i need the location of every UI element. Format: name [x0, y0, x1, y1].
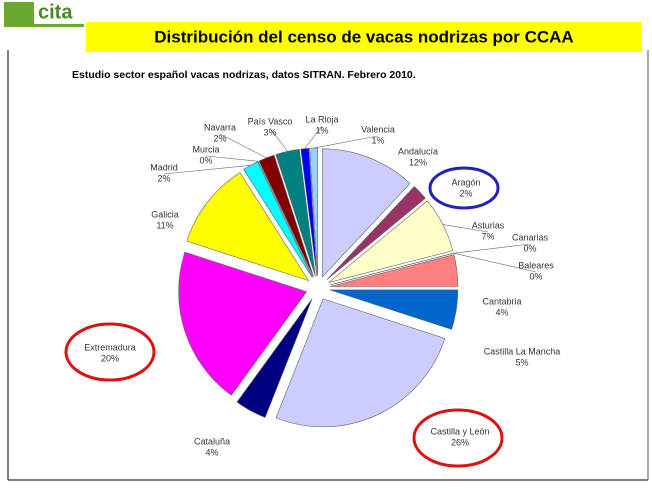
- slice-label: País Vasco: [248, 116, 293, 126]
- highlight-circle: [412, 408, 504, 468]
- logo-bar: [4, 24, 84, 27]
- pie-slice: [322, 148, 411, 278]
- value-label: 0%: [529, 271, 542, 281]
- pie-slice: [236, 298, 313, 418]
- slice-label: Murcia: [192, 144, 219, 154]
- slice-label: Cataluña: [194, 436, 230, 446]
- subtitle: Estudio sector español vacas nodrizas, d…: [72, 69, 416, 81]
- value-label: 26%: [451, 437, 469, 447]
- leader-line: [453, 252, 537, 273]
- slice-label: Asturias: [472, 220, 505, 230]
- slice-label: La Rioja: [305, 114, 338, 124]
- leader-line: [304, 125, 323, 149]
- slice-label: Navarra: [204, 122, 236, 132]
- value-label: 3%: [263, 127, 276, 137]
- pie: [178, 147, 459, 428]
- slice-label: Castilla y León: [430, 426, 489, 436]
- pie-slice: [275, 298, 446, 428]
- value-label: 0%: [199, 155, 212, 165]
- value-label: 2%: [459, 188, 472, 198]
- highlight-circle: [64, 322, 156, 382]
- pie-slice: [300, 147, 318, 277]
- pie-slice: [326, 186, 426, 281]
- pie-slice: [329, 289, 459, 330]
- highlight-circle: [428, 166, 500, 210]
- value-label: 7%: [481, 231, 494, 241]
- value-label: 1%: [315, 125, 328, 135]
- leader-line: [219, 133, 267, 159]
- value-label: 5%: [515, 357, 528, 367]
- logo-mark: [4, 2, 34, 24]
- leader-line: [205, 155, 259, 162]
- slice-label: Madrid: [150, 162, 178, 172]
- value-label: 1%: [371, 135, 384, 145]
- slice-label: Canarias: [512, 232, 549, 242]
- value-label: 11%: [156, 220, 173, 230]
- leader-line: [163, 165, 251, 175]
- leader-line: [313, 135, 379, 149]
- slice-label: Cantabria: [482, 296, 521, 306]
- slice-label: Galicia: [151, 209, 179, 219]
- value-label: 2%: [213, 133, 226, 143]
- value-label: 20%: [101, 353, 119, 363]
- slice-label: Castilla La Mancha: [484, 346, 561, 356]
- logo: cita: [38, 1, 73, 23]
- slice-label: Andalucía: [398, 146, 438, 156]
- pie-slice: [178, 251, 308, 396]
- leader-line: [453, 243, 531, 254]
- slice-label: Baleares: [518, 260, 554, 270]
- pie-slice: [329, 254, 459, 287]
- value-label: 4%: [495, 307, 508, 317]
- leader-line: [269, 127, 288, 152]
- chart-title: Distribución del censo de vacas nodrizas…: [154, 27, 573, 46]
- pie-slice: [186, 172, 310, 282]
- slice-label: Aragón: [451, 177, 480, 187]
- leader-line: [442, 224, 489, 233]
- value-label: 0%: [523, 243, 536, 253]
- value-label: 4%: [205, 447, 218, 457]
- title-box: [86, 22, 642, 52]
- value-label: 12%: [409, 157, 427, 167]
- value-label: 2%: [157, 173, 170, 183]
- slice-label: Valencia: [361, 124, 395, 134]
- slice-label: Extremadura: [84, 342, 136, 352]
